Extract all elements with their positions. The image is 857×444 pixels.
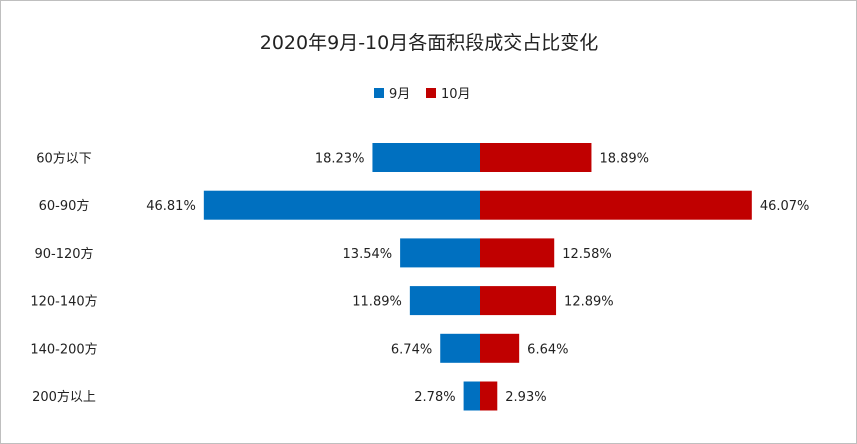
- legend-label-sep: 9月: [389, 87, 410, 102]
- bar-sep: [400, 238, 480, 268]
- category-label: 140-200方: [30, 341, 97, 357]
- bar-sep: [372, 143, 480, 172]
- category-label: 60方以下: [36, 151, 92, 167]
- bar-sep: [440, 333, 480, 363]
- legend-swatch-sep: [374, 88, 384, 98]
- data-label-sep: 6.74%: [391, 342, 432, 357]
- bar-oct: [480, 143, 592, 172]
- chart-legend: 9月 10月: [374, 87, 471, 102]
- data-label-oct: 2.93%: [505, 390, 546, 405]
- bar-sep: [463, 381, 480, 411]
- data-label-sep: 2.78%: [414, 390, 455, 405]
- bar-oct: [480, 190, 752, 220]
- bar-oct: [480, 381, 498, 411]
- bar-sep: [409, 286, 480, 316]
- legend-swatch-oct: [426, 88, 436, 98]
- data-label-sep: 46.81%: [146, 199, 196, 214]
- bar-oct: [480, 333, 520, 363]
- data-label-sep: 11.89%: [352, 295, 402, 310]
- category-label: 90-120方: [34, 246, 93, 262]
- bar-sep: [203, 190, 481, 220]
- bar-oct: [480, 286, 557, 316]
- data-label-oct: 18.89%: [599, 152, 649, 167]
- category-label: 200方以上: [32, 389, 96, 405]
- category-label: 60-90方: [39, 198, 90, 214]
- data-label-oct: 12.58%: [562, 247, 612, 262]
- plot-area: 60方以下 18.23% 18.89% 60-90方 46.81% 46.07% 90-12…: [30, 143, 809, 411]
- chart-title: 2020年9月-10月各面积段成交占比变化: [260, 32, 598, 54]
- legend-label-oct: 10月: [441, 87, 471, 102]
- data-label-oct: 6.64%: [527, 342, 568, 357]
- data-label-sep: 18.23%: [315, 152, 365, 167]
- data-label-oct: 12.89%: [564, 295, 614, 310]
- data-label-sep: 13.54%: [343, 247, 393, 262]
- bar-oct: [480, 238, 555, 268]
- data-label-oct: 46.07%: [760, 199, 810, 214]
- category-label: 120-140方: [30, 294, 97, 310]
